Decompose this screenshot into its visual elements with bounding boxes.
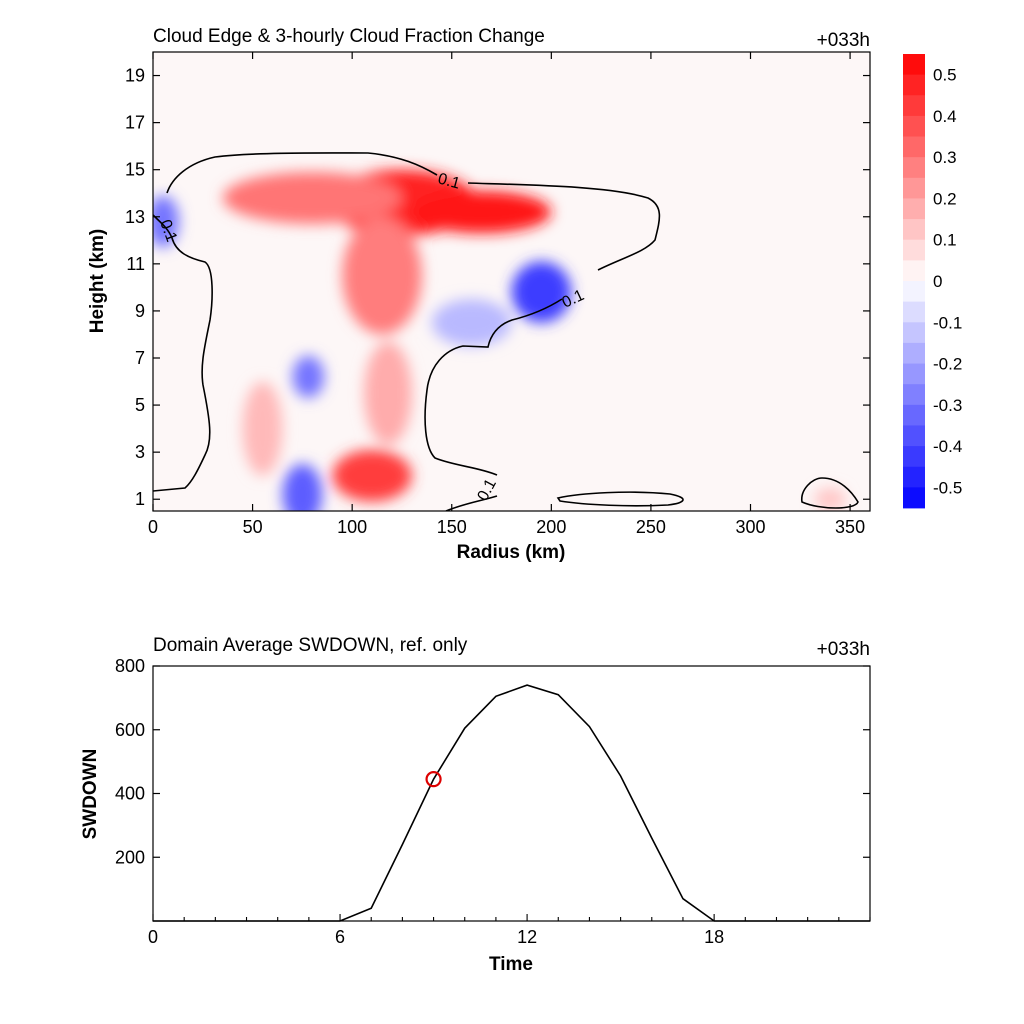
line-x-tick-label-3: 18: [704, 927, 724, 947]
colorbar-segment-14: [903, 342, 925, 364]
line-panel: Domain Average SWDOWN, ref. only +033h 0…: [80, 635, 871, 975]
colorbar-segment-9: [903, 239, 925, 261]
colorbar-label-6: -0.1: [933, 313, 962, 332]
line-plot-area: [153, 666, 870, 921]
colorbar-segment-7: [903, 198, 925, 220]
heatmap-y-tick-label-6: 13: [125, 207, 145, 227]
heatmap-cell-5: [364, 341, 412, 446]
line-y-tick-label-2: 600: [115, 720, 145, 740]
heatmap-cell-10: [292, 355, 325, 399]
contour-surface-cell: [556, 491, 684, 507]
line-y-label: SWDOWN: [80, 749, 101, 840]
colorbar: 0.5 0.4 0.3 0.2 0.1 0 -0.1 -0.2 -0.3 -0.4 -0.5: [903, 54, 962, 509]
heatmap-y-tick-label-2: 5: [135, 395, 145, 415]
colorbar-label-3: 0.2: [933, 189, 957, 208]
heatmap-x-tick-label-2: 100: [337, 517, 367, 537]
contour-main: [166, 152, 661, 476]
colorbar-label-1: 0.4: [933, 107, 957, 126]
heatmap-y-tick-label-4: 9: [135, 301, 145, 321]
contour-lower: [445, 495, 498, 511]
heatmap-cell-12: [814, 487, 847, 511]
contour-label-3: 0.1: [156, 218, 180, 245]
heatmap-cell-3: [342, 216, 422, 335]
colorbar-label-4: 0.1: [933, 231, 957, 250]
heatmap-cell-9: [153, 195, 179, 248]
colorbar-label-10: -0.5: [933, 478, 962, 497]
heatmap-y-tick-label-5: 11: [126, 254, 145, 274]
colorbar-segment-8: [903, 219, 925, 241]
colorbar-segment-20: [903, 466, 925, 488]
colorbar-segment-5: [903, 157, 925, 179]
line-x-ticks: 0 6 12 18: [148, 914, 871, 947]
colorbar-segment-11: [903, 281, 925, 303]
line-y-ticks: 200 400 600 800: [115, 656, 870, 867]
colorbar-segment-15: [903, 363, 925, 385]
heatmap-x-tick-label-1: 50: [243, 517, 263, 537]
heatmap-cell-7: [511, 261, 572, 323]
heatmap-field: [153, 169, 847, 511]
heatmap-y-tick-label-0: 1: [135, 489, 145, 509]
contour-left: [153, 214, 213, 492]
colorbar-segment-2: [903, 95, 925, 117]
heatmap-cell-8: [431, 299, 512, 347]
heatmap-x-tick-label-4: 200: [536, 517, 566, 537]
heatmap-timestamp: +033h: [817, 30, 870, 51]
heatmap-panel: Cloud Edge & 3-hourly Cloud Fraction Cha…: [87, 26, 871, 563]
heatmap-y-tick-label-9: 19: [125, 66, 145, 86]
line-timestamp: +033h: [817, 639, 870, 660]
line-x-tick-label-2: 12: [517, 927, 537, 947]
colorbar-segment-13: [903, 322, 925, 344]
line-x-tick-label-0: 0: [148, 927, 158, 947]
heatmap-cell-4: [332, 449, 412, 502]
colorbar-segment-10: [903, 260, 925, 282]
heatmap-x-tick-label-0: 0: [148, 517, 158, 537]
heatmap-title: Cloud Edge & 3-hourly Cloud Fraction Cha…: [153, 26, 545, 47]
colorbar-segment-1: [903, 74, 925, 96]
colorbar-segment-17: [903, 404, 925, 426]
line-y-tick-label-1: 400: [115, 784, 145, 804]
line-x-tick-label-1: 6: [335, 927, 345, 947]
heatmap-y-tick-label-1: 3: [135, 442, 145, 462]
colorbar-segment-4: [903, 136, 925, 158]
line-title: Domain Average SWDOWN, ref. only: [153, 635, 468, 656]
colorbar-segment-3: [903, 115, 925, 137]
heatmap-y-tick-label-8: 17: [125, 113, 145, 133]
colorbar-segment-0: [903, 54, 925, 76]
colorbar-segment-18: [903, 425, 925, 447]
heatmap-cell-11: [282, 463, 323, 511]
line-y-tick-label-0: 200: [115, 847, 145, 867]
heatmap-y-tick-label-3: 7: [135, 348, 145, 368]
heatmap-x-ticks: 0 50 100 150 200 250 300 350: [148, 52, 865, 537]
colorbar-label-8: -0.3: [933, 396, 962, 415]
colorbar-label-0: 0.5: [933, 66, 957, 85]
colorbar-segment-19: [903, 446, 925, 468]
colorbar-segment-16: [903, 384, 925, 406]
colorbar-segment-21: [903, 487, 925, 509]
heatmap-frame: [152, 51, 871, 512]
line-x-label: Time: [489, 954, 533, 975]
contour-edge-cell: [801, 477, 859, 509]
heatmap-x-tick-label-7: 350: [835, 517, 865, 537]
heatmap-cell-2: [222, 172, 402, 224]
colorbar-label-9: -0.4: [933, 437, 962, 456]
heatmap-x-tick-label-6: 300: [735, 517, 765, 537]
heatmap-x-tick-label-3: 150: [437, 517, 467, 537]
colorbar-segment-6: [903, 177, 925, 199]
line-y-tick-label-3: 800: [115, 656, 145, 676]
heatmap-y-label: Height (km): [87, 229, 108, 334]
current-time-marker: [425, 771, 442, 788]
colorbar-label-7: -0.2: [933, 355, 962, 374]
colorbar-label-2: 0.3: [933, 148, 957, 167]
heatmap-y-tick-label-7: 15: [125, 160, 145, 180]
heatmap-x-tick-label-5: 250: [636, 517, 666, 537]
colorbar-segment-12: [903, 301, 925, 323]
heatmap-x-label: Radius (km): [457, 542, 566, 563]
contour-label-1: 0.1: [436, 170, 462, 192]
colorbar-label-5: 0: [933, 272, 942, 291]
heatmap-cell-6: [242, 381, 283, 476]
heatmap-cell-1: [411, 190, 552, 234]
